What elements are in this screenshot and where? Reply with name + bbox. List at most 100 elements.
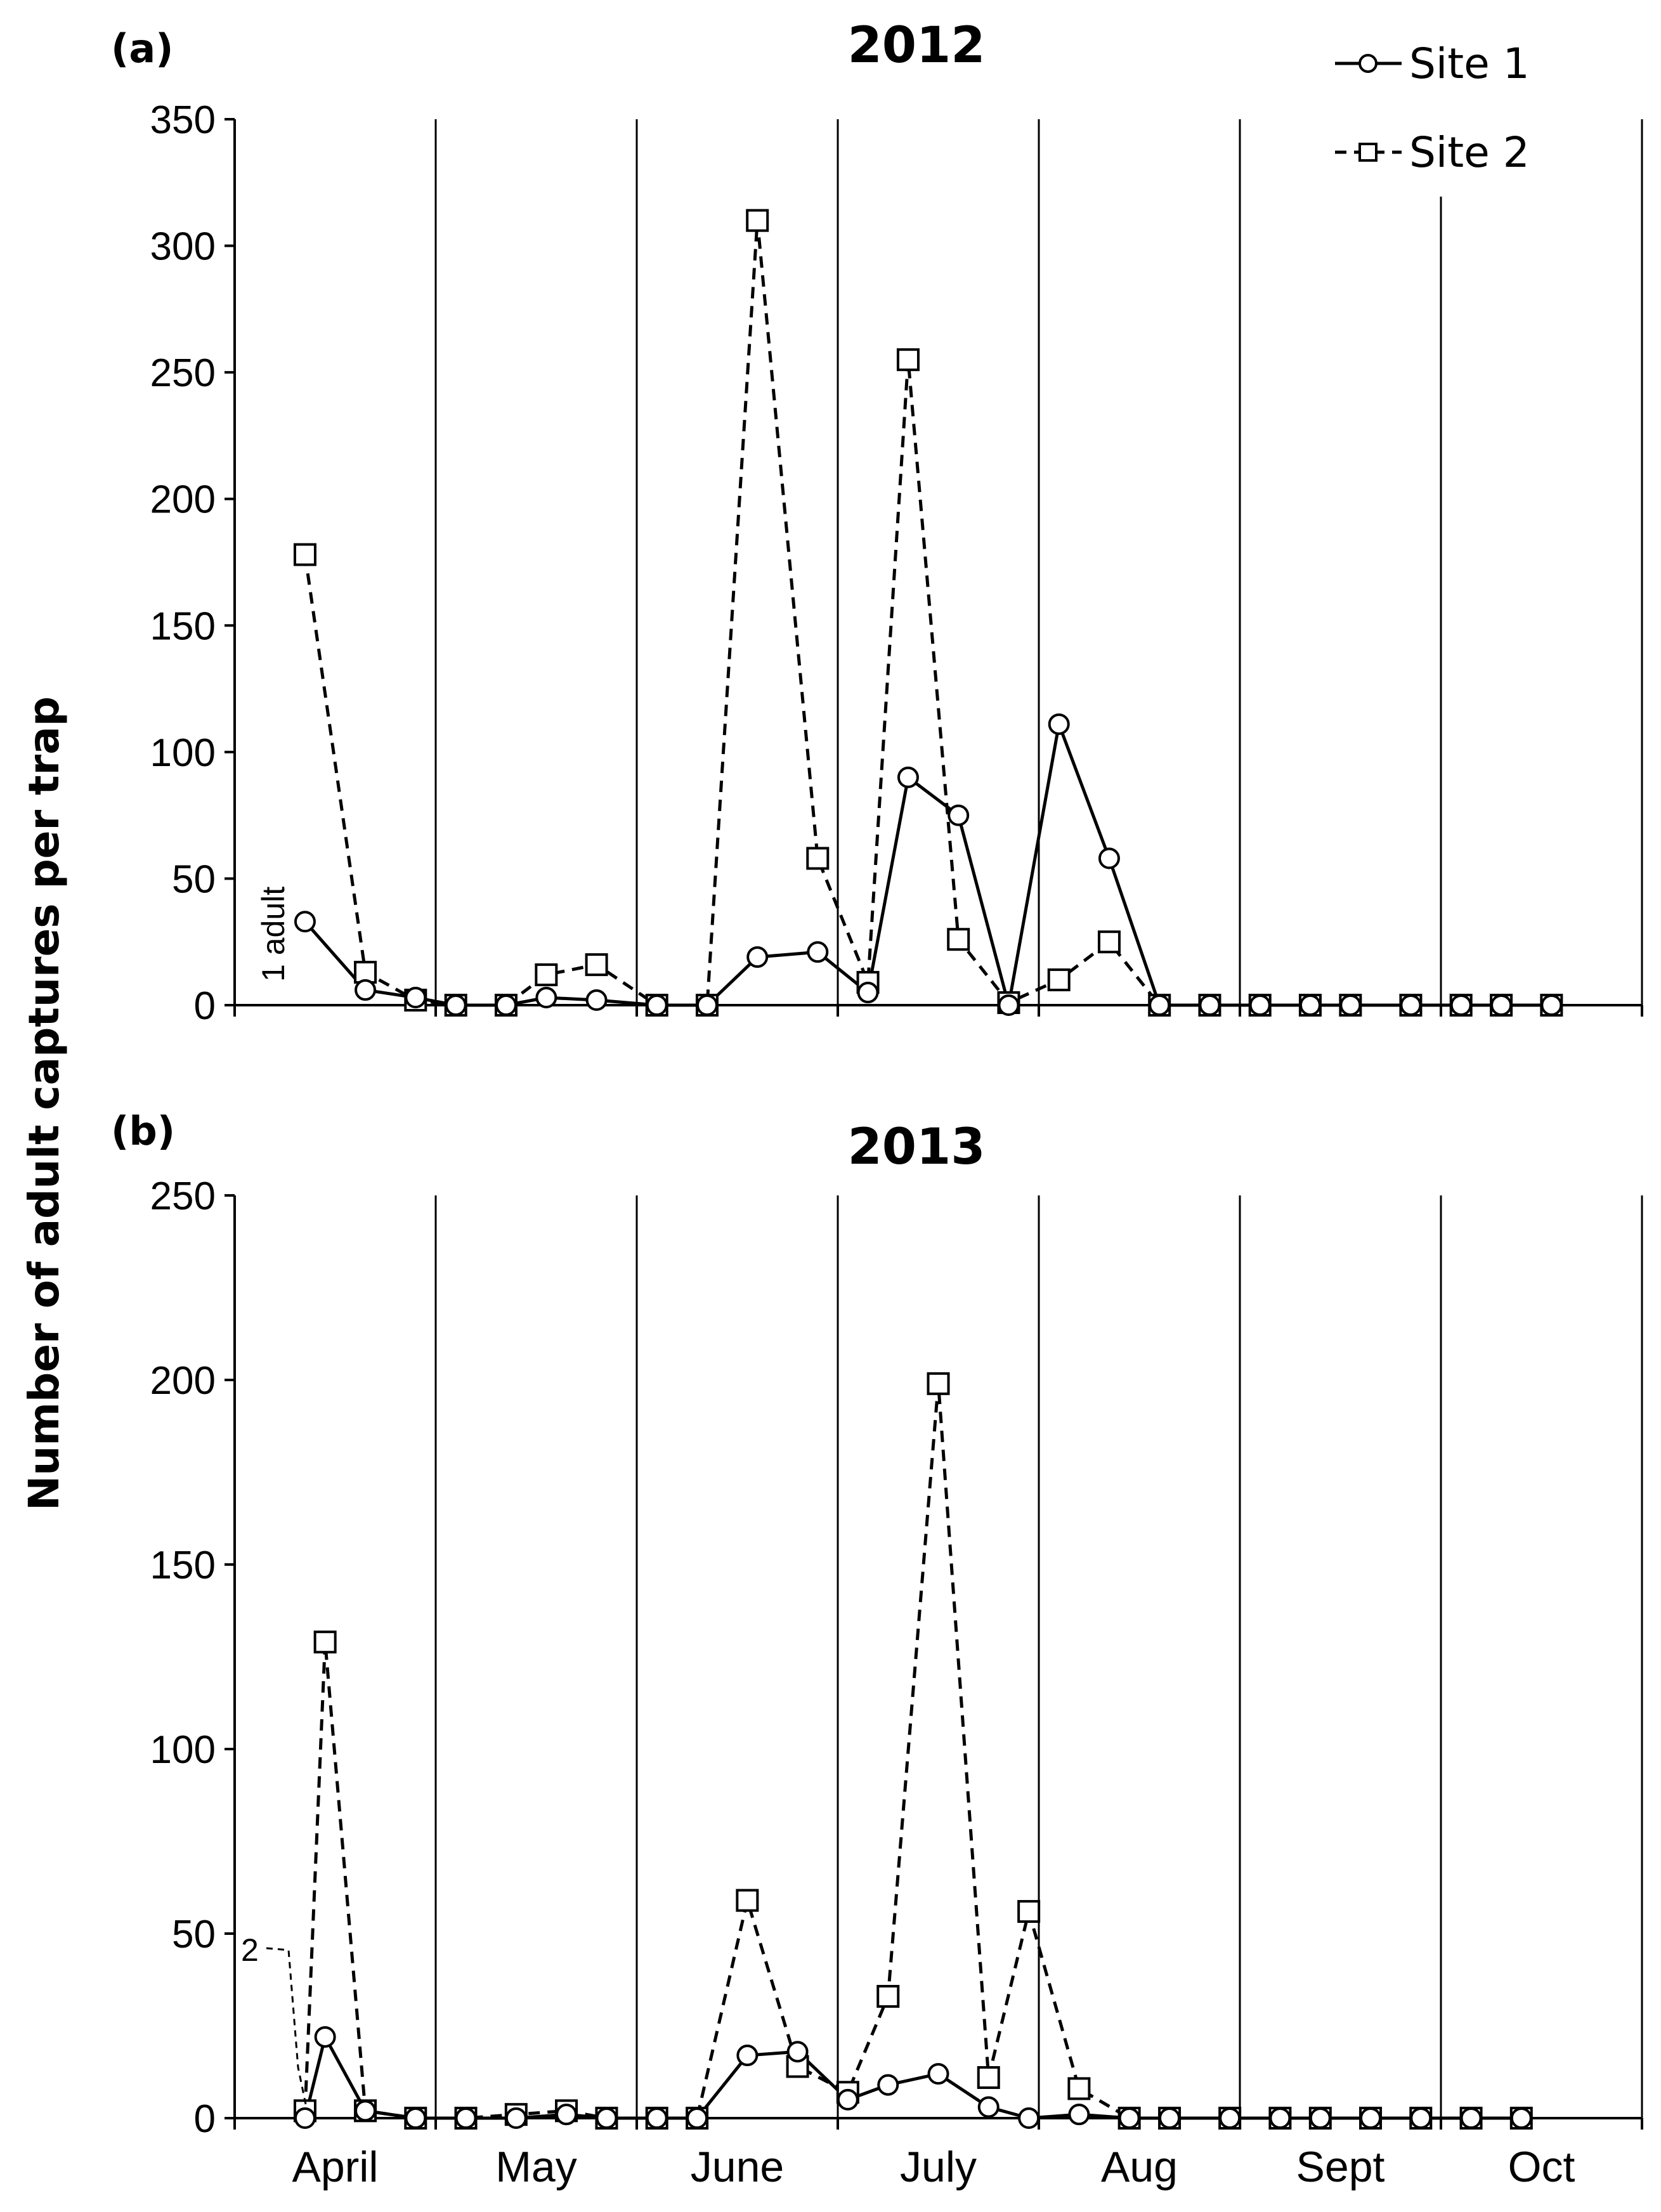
- y-tick-label: 350: [150, 98, 216, 142]
- site2-point: [1017, 1900, 1041, 1923]
- site2-point: [293, 543, 316, 566]
- site1-point: [445, 994, 467, 1016]
- y-axis-label: Number of adult captures per trap: [20, 696, 68, 1511]
- site1-point: [1299, 994, 1321, 1016]
- site1-point: [556, 2104, 578, 2126]
- site1-point: [1219, 2107, 1241, 2129]
- y-tick-label: 300: [150, 225, 216, 269]
- y-tick-label: 250: [150, 1174, 216, 1218]
- site1-point: [897, 766, 919, 788]
- site1-point: [807, 941, 829, 963]
- y-tick-label: 100: [150, 1728, 216, 1772]
- site1-point: [1018, 2107, 1040, 2129]
- site2-point: [354, 961, 377, 984]
- y-tick-label: 50: [172, 1913, 216, 1956]
- site2-point: [535, 963, 558, 987]
- site1-point: [1149, 994, 1171, 1016]
- annotation-leader: [266, 1947, 307, 2105]
- site1-point: [355, 2100, 377, 2122]
- site1-point: [405, 987, 427, 1009]
- site1-point: [405, 2107, 427, 2129]
- site1-point: [1249, 994, 1271, 1016]
- site1-point: [1450, 994, 1472, 1016]
- site1-point: [977, 2096, 1000, 2118]
- site1-point: [696, 994, 718, 1016]
- site1-point: [314, 2026, 336, 2048]
- site1-point: [294, 911, 316, 933]
- site1-point: [1269, 2107, 1291, 2129]
- site1-point: [1510, 2107, 1532, 2129]
- site2-point: [896, 348, 920, 372]
- site2-point: [947, 928, 970, 951]
- site1-point: [1540, 994, 1563, 1016]
- x-tick-label: May: [495, 2143, 576, 2191]
- site1-point: [1490, 994, 1513, 1016]
- panel-label: (b): [111, 1108, 175, 1154]
- site1-point: [505, 2107, 527, 2129]
- site1-point: [1048, 713, 1070, 735]
- site1-point: [1199, 994, 1221, 1016]
- y-tick-label: 200: [150, 1359, 216, 1403]
- site1-point: [786, 2041, 809, 2063]
- annotation-label: 1 adult: [256, 887, 291, 982]
- site1-point: [686, 2107, 708, 2129]
- site2-point: [736, 1889, 759, 1912]
- y-tick-label: 50: [172, 857, 216, 901]
- site1-point: [837, 2088, 859, 2111]
- site2-point: [313, 1630, 337, 1654]
- site1-point: [535, 987, 557, 1009]
- site2-point: [927, 1372, 950, 1395]
- y-tick-label: 200: [150, 478, 216, 522]
- site2-point: [585, 953, 608, 977]
- x-tick-label: Sept: [1296, 2143, 1385, 2191]
- site1-point: [1460, 2107, 1482, 2129]
- site1-point: [1309, 2107, 1331, 2129]
- x-tick-label: Aug: [1101, 2143, 1178, 2191]
- legend-site1-marker: [1358, 54, 1378, 73]
- site2-point: [1067, 2077, 1091, 2100]
- y-tick-label: 0: [194, 984, 216, 1028]
- series-site2-line: [303, 1382, 1521, 2120]
- site2-point: [876, 1984, 900, 2008]
- site1-point: [736, 2045, 759, 2067]
- y-tick-label: 0: [194, 2097, 216, 2141]
- legend-site2-label: Site 2: [1409, 128, 1530, 177]
- site1-point: [998, 994, 1020, 1016]
- site1-point: [1118, 2107, 1140, 2129]
- site1-point: [294, 2107, 316, 2129]
- site1-point: [927, 2063, 949, 2085]
- y-tick-label: 150: [150, 604, 216, 648]
- chart-title: 2013: [847, 1119, 985, 1176]
- y-tick-label: 250: [150, 351, 216, 395]
- site1-point: [857, 982, 879, 1004]
- panel-b: (b) 2013 0 50 100 150 200 250 April May June July Au…: [111, 1108, 1643, 2191]
- site2-point: [977, 2066, 1000, 2089]
- site1-point: [1159, 2107, 1181, 2129]
- site1-point: [585, 989, 608, 1012]
- legend: Site 1 Site 2: [1335, 39, 1530, 177]
- site1-point: [455, 2107, 477, 2129]
- series-site2-line: [303, 219, 1552, 1007]
- site1-point: [1400, 994, 1422, 1016]
- site1-point: [646, 2107, 668, 2129]
- site1-point: [355, 979, 377, 1001]
- panel-label: (a): [111, 25, 174, 72]
- site1-point: [746, 946, 769, 968]
- site1-point: [1360, 2107, 1382, 2129]
- y-tick-label: 150: [150, 1544, 216, 1587]
- x-tick-label: July: [900, 2143, 977, 2191]
- annotation-label: 2: [241, 1932, 259, 1968]
- chart-title: 2012: [847, 17, 985, 74]
- site1-point: [1410, 2107, 1432, 2129]
- legend-site1-label: Site 1: [1409, 39, 1530, 88]
- x-tick-label: Oct: [1508, 2143, 1575, 2191]
- y-tick-label: 100: [150, 731, 216, 775]
- series-site1-line: [303, 2035, 1521, 2120]
- site2-point: [746, 209, 769, 232]
- legend-site2-marker: [1358, 143, 1378, 162]
- series-site1-line: [304, 722, 1552, 1007]
- site1-point: [495, 994, 517, 1016]
- site1-point: [1098, 847, 1120, 869]
- site1-point: [1068, 2104, 1090, 2126]
